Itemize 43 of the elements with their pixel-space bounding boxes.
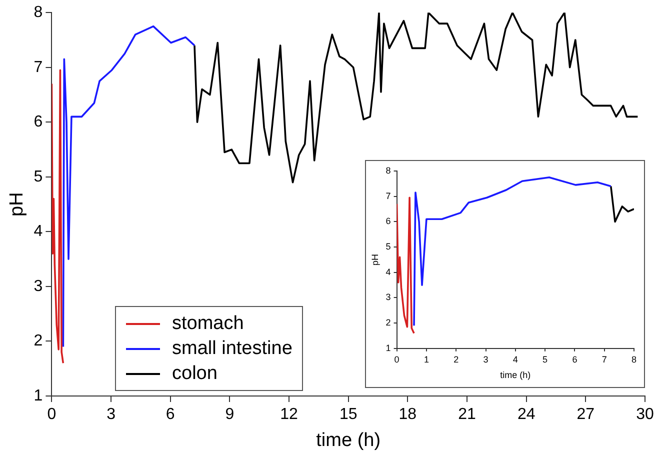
y-tick-label: 6 — [34, 114, 43, 131]
y-axis-title: pH — [6, 192, 28, 216]
x-tick-label: 18 — [398, 406, 417, 424]
y-tick-label: 3 — [386, 292, 391, 302]
y-tick-label: 8 — [386, 165, 391, 176]
x-tick-label: 3 — [483, 354, 488, 364]
y-tick-label: 1 — [34, 387, 43, 404]
y-tick-label: 7 — [34, 58, 43, 76]
x-tick-label: 6 — [166, 406, 175, 424]
x-tick-label: 30 — [636, 406, 654, 424]
x-tick-label: 7 — [602, 354, 607, 364]
y-tick-label: 3 — [34, 278, 43, 295]
legend-label: stomach — [172, 312, 244, 336]
x-tick-label: 6 — [572, 354, 578, 364]
y-tick-label: 1 — [386, 342, 391, 353]
x-tick-label: 0 — [47, 406, 56, 424]
x-tick-label: 0 — [394, 354, 400, 364]
y-axis-title: pH — [370, 254, 380, 266]
x-axis-title: time (h) — [500, 370, 531, 380]
x-axis-title: time (h) — [316, 430, 381, 451]
legend-label: small intestine — [172, 337, 292, 361]
y-tick-label: 5 — [34, 168, 43, 186]
x-tick-label: 9 — [225, 406, 234, 424]
y-tick-label: 5 — [386, 242, 391, 252]
x-tick-label: 3 — [106, 406, 116, 424]
legend-label: colon — [172, 362, 218, 386]
x-tick-label: 4 — [512, 354, 518, 364]
x-tick-label: 5 — [542, 354, 548, 364]
y-tick-label: 2 — [386, 318, 391, 328]
x-tick-label: 27 — [576, 406, 595, 424]
y-tick-label: 6 — [386, 216, 391, 226]
y-tick-label: 2 — [34, 332, 43, 350]
y-tick-label: 4 — [386, 266, 391, 277]
x-tick-label: 8 — [631, 354, 637, 364]
y-tick-label: 7 — [386, 190, 391, 201]
x-tick-label: 2 — [454, 354, 459, 364]
x-tick-label: 24 — [517, 406, 536, 424]
y-tick-label: 4 — [34, 223, 43, 240]
x-tick-label: 21 — [458, 406, 476, 424]
x-tick-label: 15 — [339, 406, 358, 424]
x-tick-label: 1 — [424, 354, 429, 364]
y-tick-label: 8 — [34, 4, 43, 22]
x-tick-label: 12 — [280, 406, 298, 424]
